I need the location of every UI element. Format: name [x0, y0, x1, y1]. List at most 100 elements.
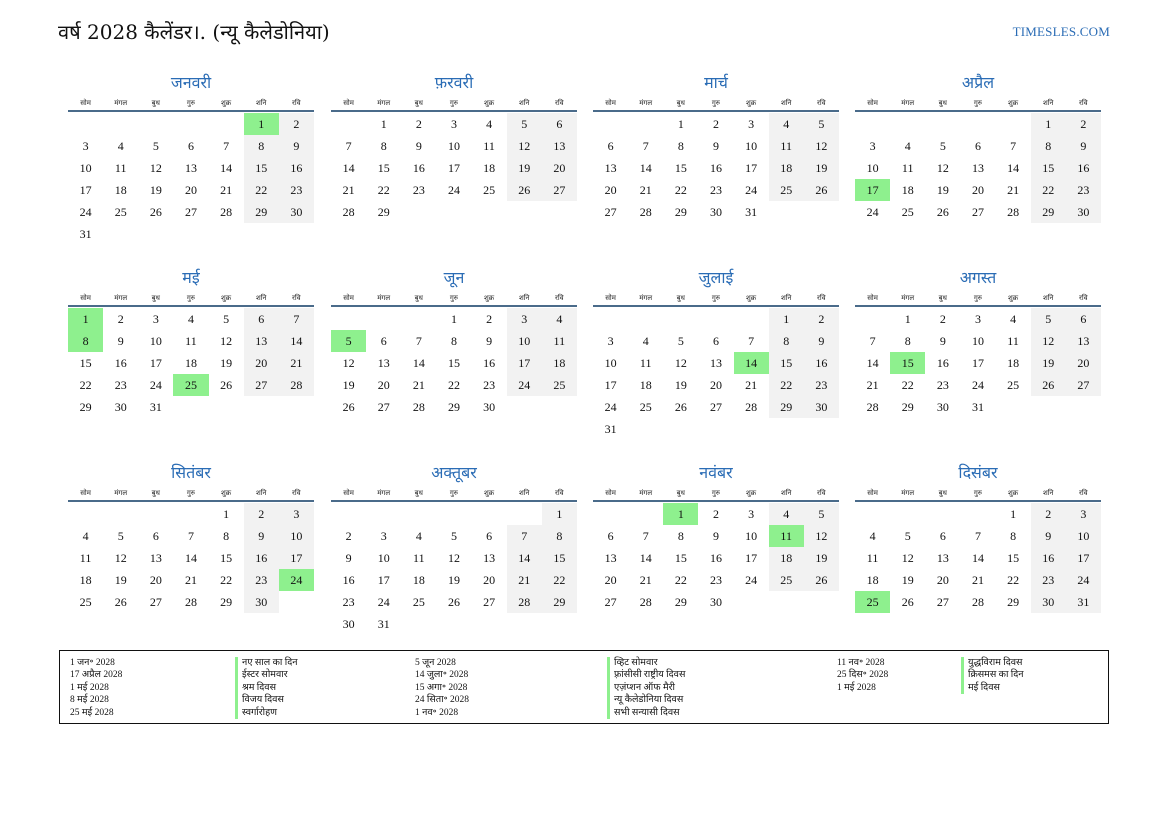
- day-cell[interactable]: 23: [342, 595, 355, 609]
- holiday-day-cell[interactable]: 25: [855, 591, 891, 613]
- day-cell[interactable]: 1: [450, 312, 457, 326]
- day-cell[interactable]: 3: [607, 334, 614, 348]
- day-cell[interactable]: 12: [506, 135, 542, 157]
- day-cell[interactable]: 28: [506, 591, 542, 613]
- day-cell[interactable]: 30: [278, 201, 314, 223]
- day-cell[interactable]: 21: [184, 573, 197, 587]
- day-cell[interactable]: 11: [901, 161, 914, 175]
- day-cell[interactable]: 30: [483, 400, 496, 414]
- day-cell[interactable]: 9: [243, 525, 279, 547]
- day-cell[interactable]: 2: [712, 507, 719, 521]
- day-cell[interactable]: 22: [377, 183, 390, 197]
- day-cell[interactable]: 1: [1010, 507, 1017, 521]
- day-cell[interactable]: 30: [1030, 591, 1066, 613]
- day-cell[interactable]: 1: [223, 507, 230, 521]
- day-cell[interactable]: 2: [1065, 113, 1101, 135]
- day-cell[interactable]: 16: [1065, 157, 1101, 179]
- day-cell[interactable]: 4: [1010, 312, 1017, 326]
- day-cell[interactable]: 29: [901, 400, 914, 414]
- day-cell[interactable]: 15: [447, 356, 460, 370]
- day-cell[interactable]: 6: [152, 529, 159, 543]
- day-cell[interactable]: 18: [639, 378, 652, 392]
- day-cell[interactable]: 27: [483, 595, 496, 609]
- day-cell[interactable]: 25: [639, 400, 652, 414]
- day-cell[interactable]: 18: [412, 573, 425, 587]
- day-cell[interactable]: 4: [82, 529, 89, 543]
- day-cell[interactable]: 12: [803, 135, 839, 157]
- day-cell[interactable]: 12: [1030, 330, 1066, 352]
- day-cell[interactable]: 17: [745, 551, 758, 565]
- day-cell[interactable]: 31: [971, 400, 984, 414]
- day-cell[interactable]: 11: [1007, 334, 1019, 348]
- day-cell[interactable]: 20: [243, 352, 279, 374]
- day-cell[interactable]: 5: [152, 139, 159, 153]
- day-cell[interactable]: 15: [1007, 551, 1020, 565]
- day-cell[interactable]: 14: [639, 551, 652, 565]
- day-cell[interactable]: 7: [748, 334, 755, 348]
- day-cell[interactable]: 11: [483, 139, 495, 153]
- day-cell[interactable]: 10: [1065, 525, 1101, 547]
- day-cell[interactable]: 19: [506, 157, 542, 179]
- day-cell[interactable]: 19: [803, 547, 839, 569]
- day-cell[interactable]: 16: [412, 161, 425, 175]
- day-cell[interactable]: 5: [223, 312, 230, 326]
- day-cell[interactable]: 22: [674, 183, 687, 197]
- day-cell[interactable]: 17: [745, 161, 758, 175]
- day-cell[interactable]: 3: [152, 312, 159, 326]
- day-cell[interactable]: 28: [639, 205, 652, 219]
- day-cell[interactable]: 19: [342, 378, 355, 392]
- day-cell[interactable]: 7: [415, 334, 422, 348]
- day-cell[interactable]: 31: [745, 205, 758, 219]
- day-cell[interactable]: 17: [604, 378, 617, 392]
- day-cell[interactable]: 3: [1065, 503, 1101, 525]
- day-cell[interactable]: 20: [483, 573, 496, 587]
- day-cell[interactable]: 1: [380, 117, 387, 131]
- day-cell[interactable]: 14: [639, 161, 652, 175]
- day-cell[interactable]: 13: [971, 161, 984, 175]
- day-cell[interactable]: 25: [1007, 378, 1020, 392]
- day-cell[interactable]: 29: [243, 201, 279, 223]
- holiday-day-cell[interactable]: 1: [68, 308, 104, 330]
- day-cell[interactable]: 14: [184, 551, 197, 565]
- day-cell[interactable]: 21: [971, 573, 984, 587]
- day-cell[interactable]: 3: [748, 507, 755, 521]
- day-cell[interactable]: 25: [901, 205, 914, 219]
- day-cell[interactable]: 2: [712, 117, 719, 131]
- day-cell[interactable]: 6: [974, 139, 981, 153]
- day-cell[interactable]: 13: [1065, 330, 1101, 352]
- day-cell[interactable]: 10: [506, 330, 542, 352]
- day-cell[interactable]: 13: [377, 356, 390, 370]
- day-cell[interactable]: 23: [243, 569, 279, 591]
- day-cell[interactable]: 28: [278, 374, 314, 396]
- day-cell[interactable]: 19: [901, 573, 914, 587]
- day-cell[interactable]: 24: [604, 400, 617, 414]
- day-cell[interactable]: 5: [450, 529, 457, 543]
- holiday-day-cell[interactable]: 11: [768, 525, 804, 547]
- day-cell[interactable]: 21: [639, 573, 652, 587]
- day-cell[interactable]: 7: [869, 334, 876, 348]
- day-cell[interactable]: 16: [342, 573, 355, 587]
- day-cell[interactable]: 8: [768, 330, 804, 352]
- day-cell[interactable]: 25: [483, 183, 496, 197]
- day-cell[interactable]: 25: [541, 374, 577, 396]
- day-cell[interactable]: 14: [971, 551, 984, 565]
- day-cell[interactable]: 5: [117, 529, 124, 543]
- day-cell[interactable]: 16: [243, 547, 279, 569]
- day-cell[interactable]: 29: [674, 595, 687, 609]
- day-cell[interactable]: 29: [447, 400, 460, 414]
- day-cell[interactable]: 18: [114, 183, 127, 197]
- day-cell[interactable]: 31: [377, 617, 390, 631]
- day-cell[interactable]: 22: [541, 569, 577, 591]
- day-cell[interactable]: 27: [709, 400, 722, 414]
- day-cell[interactable]: 8: [1010, 529, 1017, 543]
- holiday-day-cell[interactable]: 14: [733, 352, 769, 374]
- day-cell[interactable]: 24: [79, 205, 92, 219]
- day-cell[interactable]: 8: [450, 334, 457, 348]
- day-cell[interactable]: 19: [803, 157, 839, 179]
- day-cell[interactable]: 29: [377, 205, 390, 219]
- site-link[interactable]: TIMESLES.COM: [1012, 24, 1110, 39]
- day-cell[interactable]: 14: [342, 161, 355, 175]
- day-cell[interactable]: 31: [604, 422, 617, 436]
- day-cell[interactable]: 10: [278, 525, 314, 547]
- day-cell[interactable]: 27: [149, 595, 162, 609]
